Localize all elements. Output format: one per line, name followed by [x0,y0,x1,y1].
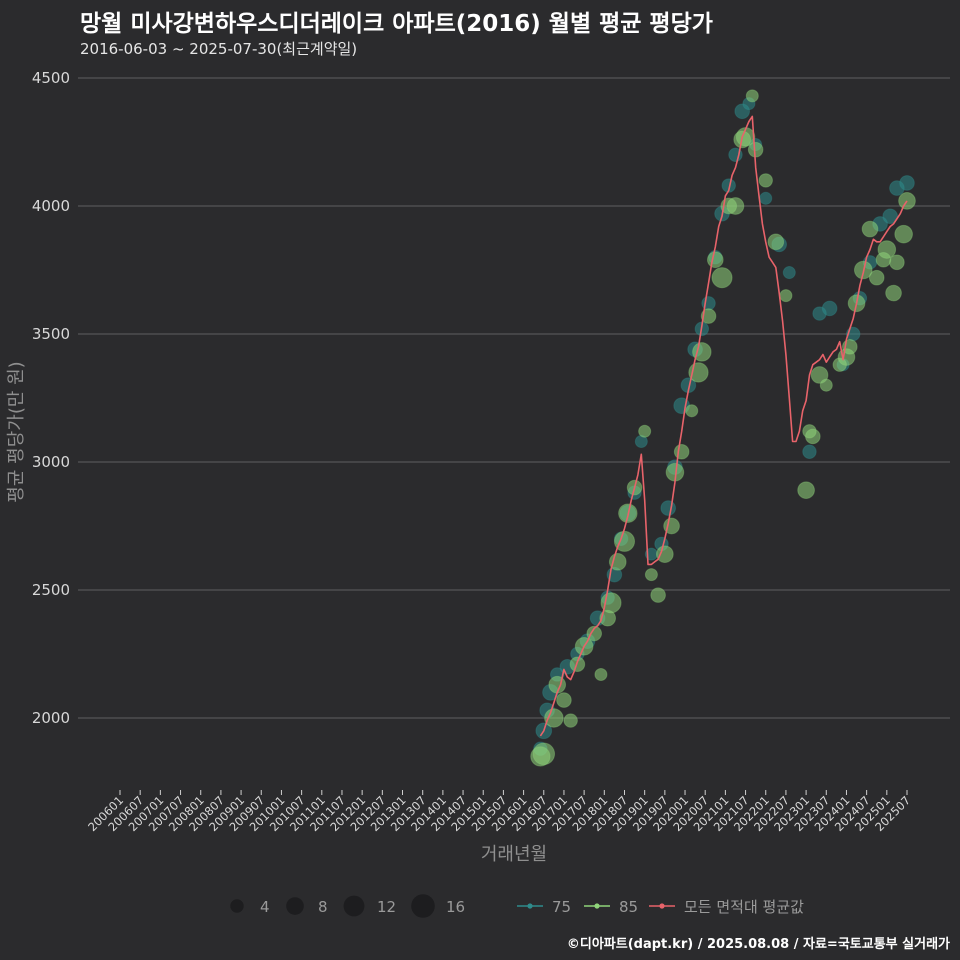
data-point-85 [673,443,690,460]
size-legend-dot [230,899,244,913]
size-legend-label: 16 [446,898,465,916]
size-legend-label: 8 [318,898,328,916]
average-line-layer [539,115,908,737]
legend-key-dot [527,903,533,909]
y-tick-label: 4500 [32,69,70,87]
y-tick-label: 2000 [32,709,70,727]
data-point-85 [885,284,902,302]
data-point-85 [594,667,608,681]
data-point-85 [779,289,793,303]
legend-series-label: 모든 면적대 평균값 [684,898,804,916]
data-point-75 [899,175,915,191]
size-legend-dot [343,895,365,917]
legend-series-label: 75 [552,898,571,916]
y-axis-label: 평균 평당가(만 원) [6,361,27,502]
data-point-85 [563,713,578,728]
data-point-85 [758,173,773,188]
chart-subtitle: 2016-06-03 ~ 2025-07-30(최근계약일) [80,40,358,58]
data-point-85 [655,545,674,564]
data-point-85 [819,378,833,392]
data-point-75 [721,178,736,193]
data-point-75 [802,444,817,459]
y-tick-label: 2500 [32,581,70,599]
data-point-85 [700,308,717,324]
data-point-85 [586,625,603,642]
size-legend-dot [411,894,435,918]
legend-key-dot [659,903,665,909]
data-point-85 [868,269,885,286]
data-point-85 [711,267,733,289]
legend-key-dot [594,903,600,909]
data-point-85 [747,141,764,158]
data-point-85 [767,233,785,251]
data-point-85 [638,424,652,438]
data-point-75 [882,208,898,225]
data-point-85 [726,197,745,215]
size-legend-label: 12 [377,898,396,916]
data-point-85 [706,251,724,269]
data-point-85 [544,708,564,728]
data-point-75 [660,500,677,516]
data-point-85 [685,404,699,418]
data-point-85 [745,89,759,103]
data-point-85 [889,254,905,271]
size-legend-dot [286,897,304,915]
data-point-75 [759,191,773,205]
data-point-85 [861,220,879,238]
y-tick-label: 4000 [32,197,70,215]
data-point-75 [821,300,838,317]
legend-series-label: 85 [619,898,638,916]
x-axis-label: 거래년월 [481,844,547,865]
grid-lines [78,77,950,719]
data-point-85 [532,742,556,766]
data-points [530,89,916,767]
data-point-75 [782,266,796,280]
y-axis-ticks: 2000 2500 3000 3500 4000 4500 [32,69,70,727]
size-legend-label: 4 [260,898,270,916]
data-point-85 [613,530,636,552]
y-tick-label: 3500 [32,325,70,343]
data-point-85 [569,656,586,673]
data-point-85 [810,366,829,384]
data-point-85 [894,224,913,244]
data-point-85 [898,192,916,210]
x-axis-ticks: 2006012006072007012007072008012008072009… [85,790,913,834]
y-tick-label: 3000 [32,453,70,471]
data-point-85 [644,568,658,582]
chart-title: 망월 미사강변하우스디더레이크 아파트(2016) 월별 평균 평당가 [80,11,713,37]
credit-text: ©디아파트(dapt.kr) / 2025.08.08 / 자료=국토교통부 실… [566,937,950,952]
average-line [539,115,908,737]
data-point-85 [556,692,572,708]
data-point-85 [877,240,897,259]
data-point-85 [805,428,821,445]
data-point-85 [797,481,815,500]
data-point-85 [692,342,712,362]
legend: 4 8 12 16 75 85 모든 면적대 평균값 [230,894,804,918]
data-point-85 [650,587,666,603]
